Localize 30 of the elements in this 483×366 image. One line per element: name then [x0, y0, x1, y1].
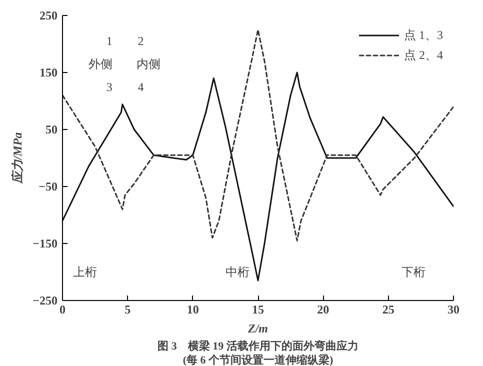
line-series: [62, 29, 454, 242]
x-tick-label: 25: [382, 302, 394, 316]
line-series: [62, 72, 454, 282]
annotation: 3: [106, 80, 112, 94]
annotation: 下桁: [401, 265, 426, 279]
y-tick-label: −250: [32, 294, 58, 308]
x-tick-label: 10: [186, 302, 199, 316]
y-axis-title: 应力/MPa: [10, 132, 25, 185]
x-tick-label: 15: [252, 302, 264, 316]
x-axis-title: Z/m: [247, 322, 268, 336]
y-tick-label: 50: [46, 122, 58, 136]
x-tick-label: 0: [60, 302, 66, 316]
y-tick-label: −150: [32, 236, 58, 250]
x-tick-label: 5: [124, 302, 131, 316]
annotation: 2: [138, 34, 144, 48]
annotation: 中桁: [225, 265, 250, 279]
caption: 图 3 横梁 19 活载作用下的面外弯曲应力: [158, 340, 358, 352]
x-tick-label: 20: [317, 302, 330, 316]
y-tick-label: −50: [38, 180, 58, 194]
y-tick-label: 250: [40, 8, 58, 22]
annotation: 内侧: [136, 56, 161, 71]
annotation: 1: [106, 34, 112, 48]
legend-label: 点 2、4: [404, 46, 443, 64]
x-tick-label: 30: [448, 302, 460, 316]
y-tick-label: 150: [40, 66, 58, 80]
annotation: 外侧: [88, 56, 112, 71]
annotation: 4: [138, 80, 144, 94]
legend-label: 点 1、3: [404, 26, 443, 44]
annotation: 上桁: [72, 265, 97, 279]
text: (每 6 个节间设置一道伸缩纵梁): [182, 354, 334, 366]
